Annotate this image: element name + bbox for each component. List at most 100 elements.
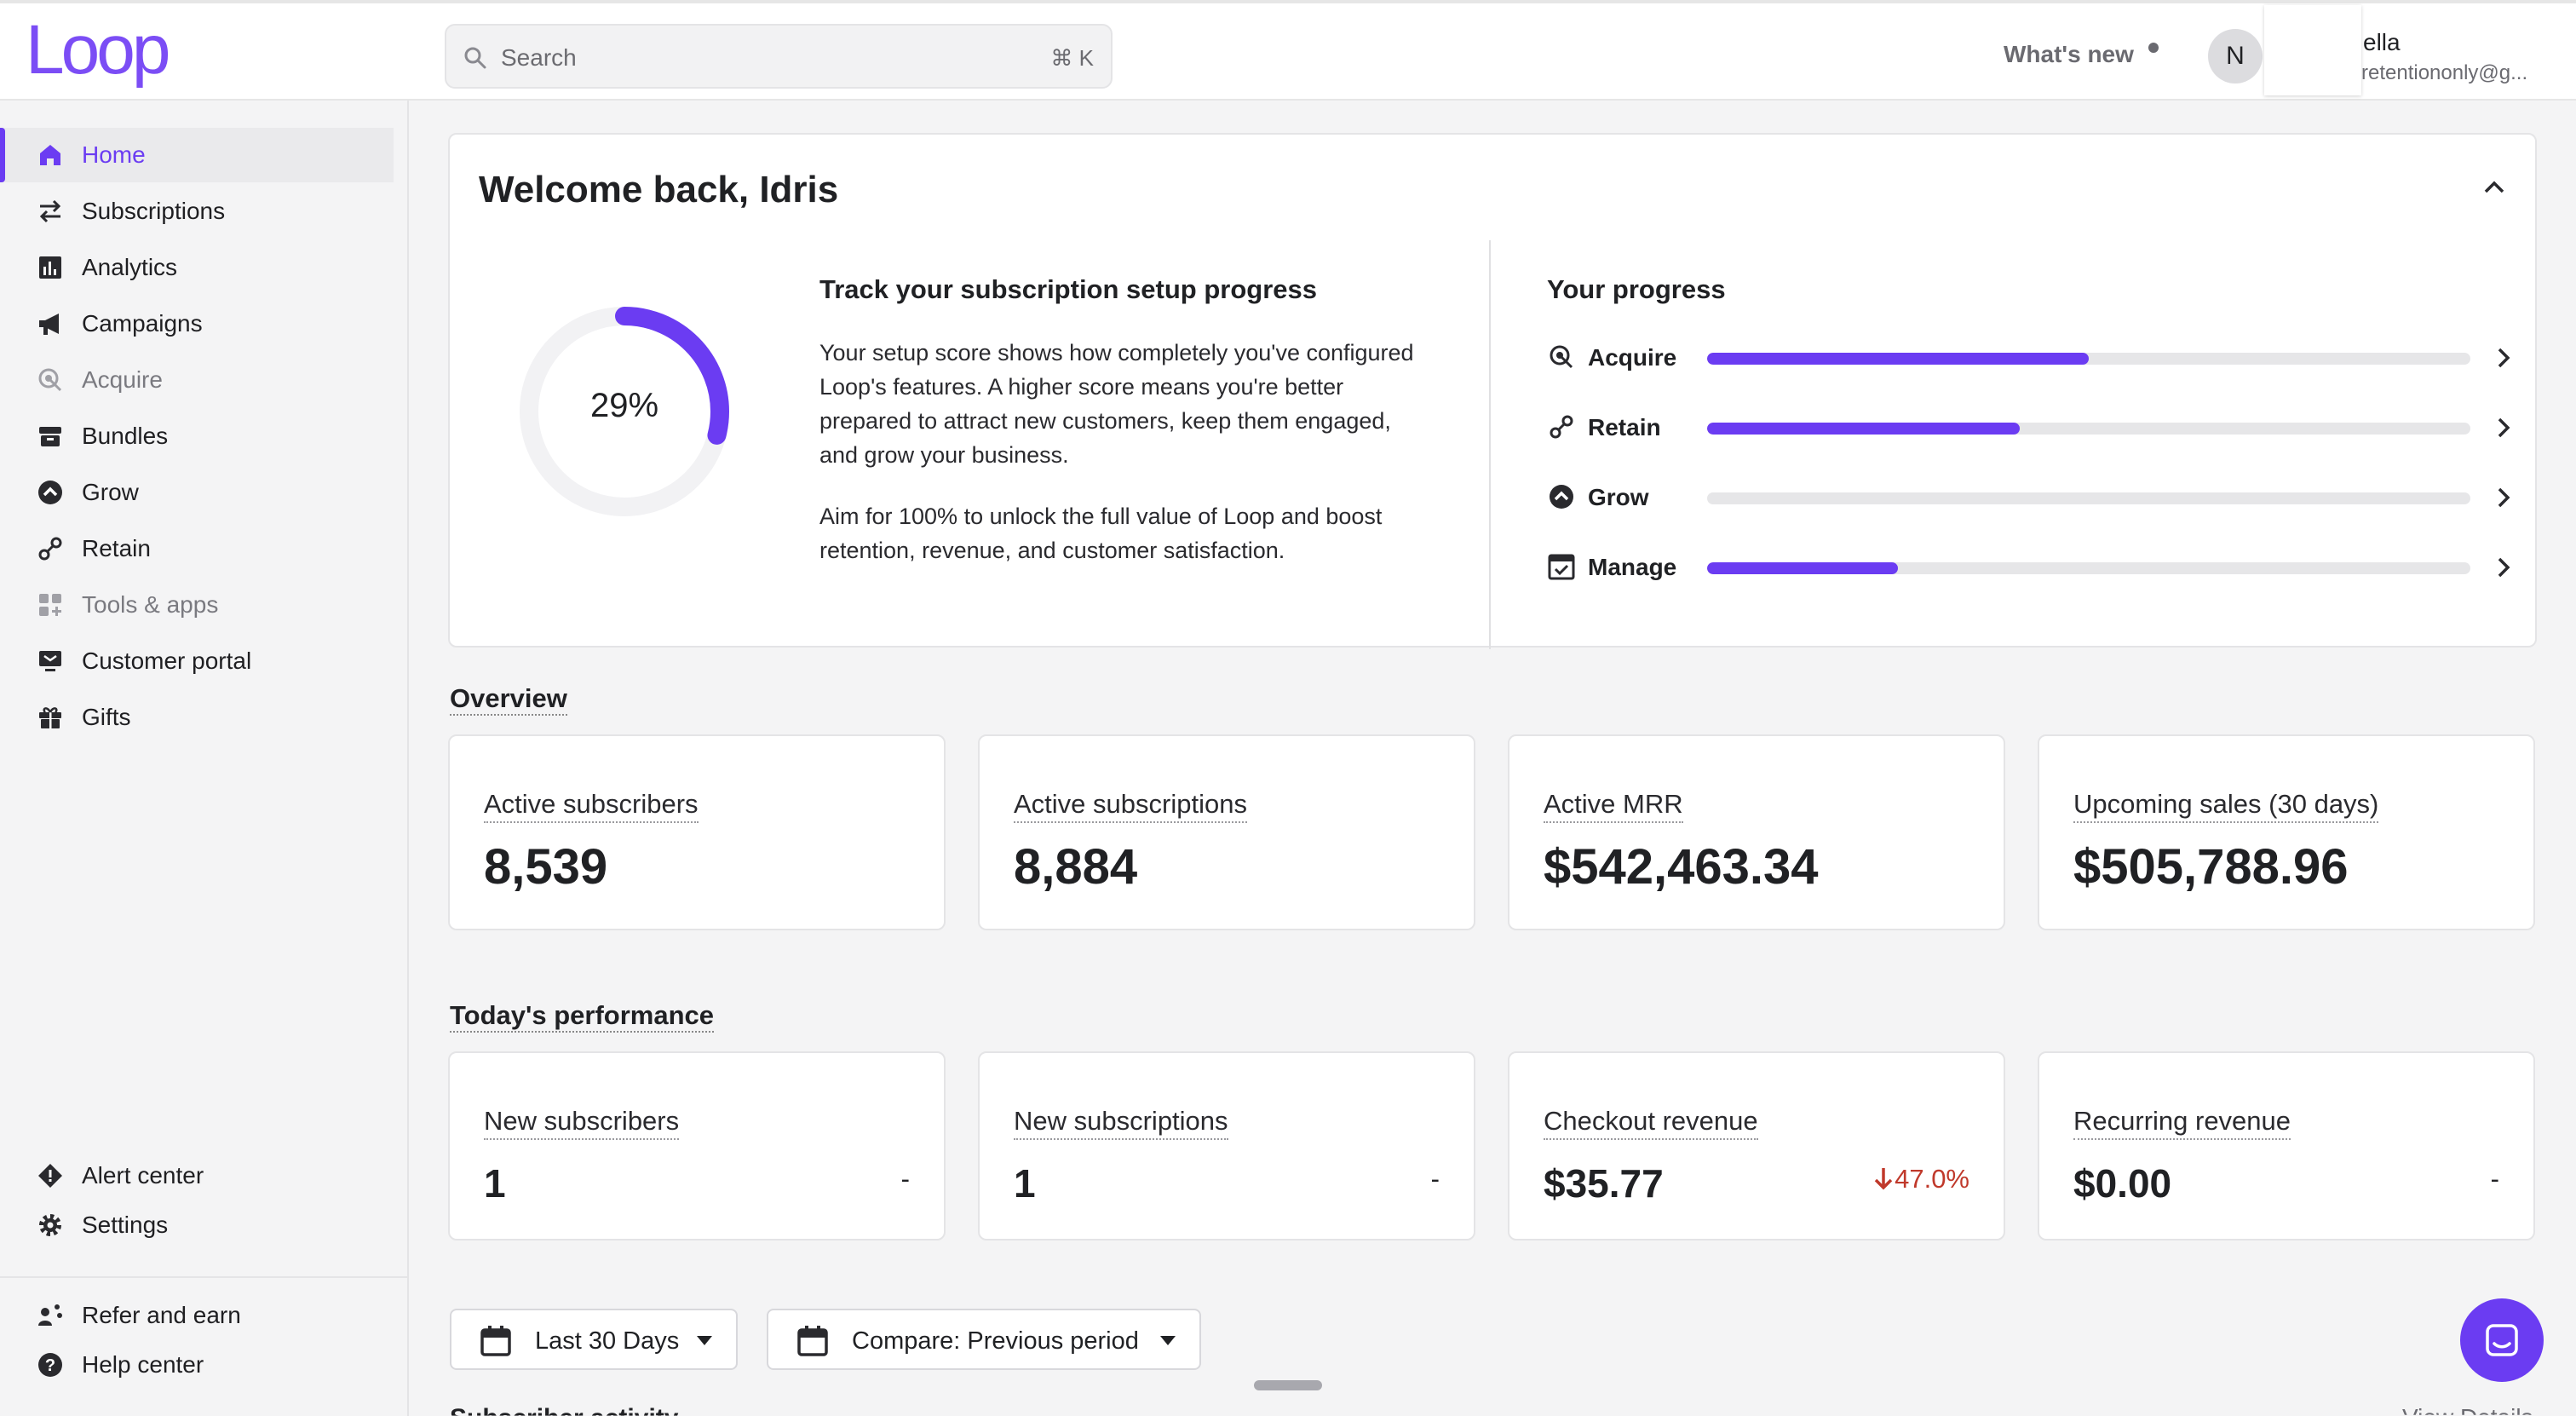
sidebar-item-alert-center[interactable]: Alert center [0,1148,394,1203]
sidebar-item-label: Campaigns [82,310,203,337]
arrow-down-icon [1874,1168,1893,1190]
overview-heading: Overview [450,683,567,716]
sidebar-item-home[interactable]: Home [0,128,394,182]
sidebar-item-retain[interactable]: Retain [0,521,394,576]
card-divider [1489,240,1491,649]
progress-bar [1707,353,2470,365]
stat-label: Upcoming sales (30 days) [2073,789,2379,823]
compare-dropdown[interactable]: Compare: Previous period [767,1309,1201,1370]
sidebar-item-label: Customer portal [82,648,252,674]
sidebar-item-customer-portal[interactable]: Customer portal [0,634,394,688]
setup-goal-text: Aim for 100% to unlock the full value of… [819,504,1383,563]
apps-grid-icon [36,590,65,619]
sidebar-item-settings[interactable]: Settings [0,1198,394,1252]
progress-row-acquire[interactable]: Acquire [1547,336,2515,378]
progress-fill [1707,562,1898,574]
date-range-dropdown[interactable]: Last 30 Days [450,1309,738,1370]
search-bar[interactable]: Search ⌘ K [445,24,1113,89]
progress-row-retain[interactable]: Retain [1547,406,2515,448]
perf-card-recurring-revenue[interactable]: Recurring revenue $0.00 - [2038,1051,2535,1240]
progress-label: Acquire [1588,344,1677,371]
chat-launcher-button[interactable] [2460,1298,2544,1382]
sidebar-item-subscriptions[interactable]: Subscriptions [0,184,394,239]
progress-fill [1707,353,2089,365]
calendar-icon [797,1326,828,1356]
sidebar-item-analytics[interactable]: Analytics [0,240,394,295]
stat-label: Active MRR [1544,789,1683,823]
stat-value: 1 [1014,1161,1036,1206]
stat-change-value: 47.0% [1895,1164,1969,1194]
stat-card-active-mrr[interactable]: Active MRR $542,463.34 [1508,734,2005,930]
sidebar-item-label: Acquire [82,366,163,393]
stat-card-active-subscribers[interactable]: Active subscribers 8,539 [448,734,946,930]
help-icon: ? [36,1350,65,1379]
alert-diamond-icon [36,1161,65,1190]
chat-icon [2486,1324,2518,1356]
sidebar-item-label: Settings [82,1212,169,1238]
swap-arrows-icon [36,197,65,226]
perf-card-new-subscriptions[interactable]: New subscriptions 1 - [978,1051,1475,1240]
stat-value: $505,788.96 [2073,839,2349,895]
sidebar-item-campaigns[interactable]: Campaigns [0,296,394,351]
setup-progress-heading: Track your subscription setup progress [819,274,1317,304]
sidebar-item-gifts[interactable]: Gifts [0,690,394,745]
manage-icon [1548,554,1575,580]
stat-label: New subscriptions [1014,1106,1228,1140]
sidebar-item-label: Gifts [82,704,131,730]
chevron-up-icon[interactable] [2479,172,2510,203]
loop-logo[interactable]: Loop [26,17,204,90]
user-email: retentiononly@g... [2361,61,2528,84]
acquire-icon [1550,345,1573,369]
box-icon [36,422,65,451]
refer-icon [36,1301,65,1330]
sidebar-item-grow[interactable]: Grow [0,465,394,520]
sidebar-item-label: Subscriptions [82,198,226,224]
chevron-right-icon[interactable] [2493,414,2515,441]
progress-bar [1707,423,2470,435]
sidebar-item-tools-apps[interactable]: Tools & apps [0,578,394,632]
gift-icon [36,703,65,732]
stat-value: $542,463.34 [1544,839,1819,895]
whats-new-link[interactable]: What's new [2004,41,2134,67]
stat-value: $0.00 [2073,1161,2172,1206]
stat-label: Checkout revenue [1544,1106,1758,1140]
sidebar-item-label: Refer and earn [82,1302,241,1328]
progress-bar [1707,492,2470,504]
progress-label: Manage [1588,554,1677,580]
notification-dot [2148,43,2159,53]
perf-card-new-subscribers[interactable]: New subscribers 1 - [448,1051,946,1240]
sidebar-divider [0,1276,407,1278]
search-icon [464,47,486,69]
sidebar-item-label: Grow [82,479,139,505]
grow-icon [1550,485,1573,509]
caret-down-icon [1160,1336,1176,1345]
stat-change: - [900,1164,910,1194]
view-details-link[interactable]: View Details [2402,1404,2533,1415]
performance-heading: Today's performance [450,1000,714,1033]
user-name[interactable]: ella [2363,29,2401,55]
sidebar-item-acquire[interactable]: Acquire [0,353,394,407]
grow-icon [36,478,65,507]
sidebar-item-bundles[interactable]: Bundles [0,409,394,463]
retain-icon [36,534,65,563]
top-bar: Loop Search ⌘ K What's new N ella retent… [0,0,2576,101]
stat-change: - [1430,1164,1440,1194]
sidebar-item-help-center[interactable]: ? Help center [0,1338,394,1392]
progress-row-manage[interactable]: Manage [1547,545,2515,588]
progress-row-grow[interactable]: Grow [1547,475,2515,518]
next-section-heading: Subscriber activity [450,1404,678,1416]
chevron-right-icon[interactable] [2493,344,2515,371]
sidebar-item-refer-and-earn[interactable]: Refer and earn [0,1288,394,1343]
chevron-right-icon[interactable] [2493,484,2515,511]
avatar[interactable]: N [2208,29,2263,83]
perf-card-checkout-revenue[interactable]: Checkout revenue $35.77 47.0% [1508,1051,2005,1240]
retain-icon [1550,415,1573,439]
stat-card-active-subscriptions[interactable]: Active subscriptions 8,884 [978,734,1475,930]
progress-label: Retain [1588,414,1661,440]
stat-label: Recurring revenue [2073,1106,2291,1140]
stat-change: - [2490,1164,2499,1194]
welcome-title: Welcome back, Idris [479,169,839,210]
chevron-right-icon[interactable] [2493,554,2515,581]
stat-card-upcoming-sales[interactable]: Upcoming sales (30 days) $505,788.96 [2038,734,2535,930]
scroll-handle[interactable] [1254,1380,1322,1390]
